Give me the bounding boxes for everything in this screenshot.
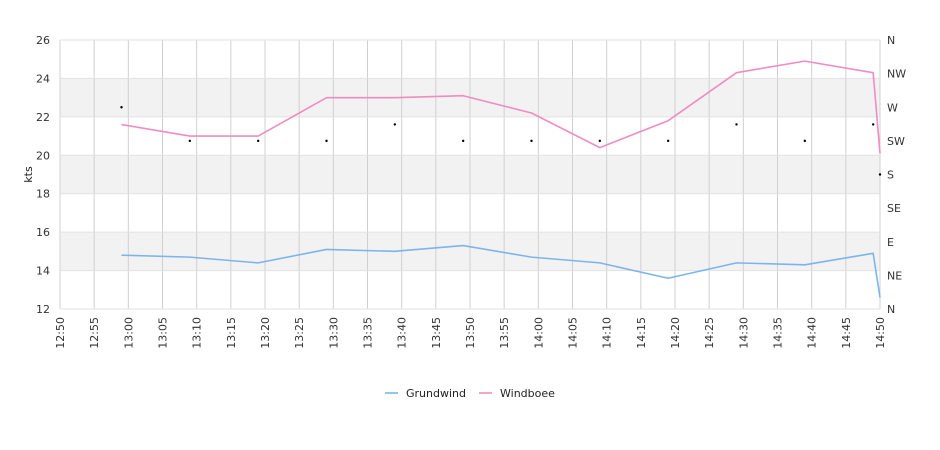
direction-point — [871, 123, 875, 126]
x-tick-label: 12:55 — [88, 317, 101, 349]
y-tick-label: 20 — [36, 149, 50, 162]
right-tick-label: E — [887, 236, 894, 249]
right-tick-label: N — [887, 303, 895, 316]
series-lines — [121, 60, 881, 298]
legend-label: Windboee — [500, 387, 555, 400]
x-tick-label: 14:00 — [532, 317, 545, 349]
direction-point — [393, 123, 397, 126]
right-tick-label: N — [887, 34, 895, 47]
x-tick-label: 13:40 — [396, 317, 409, 349]
x-tick-label: 14:30 — [737, 317, 750, 349]
legend-item-windboee[interactable]: Windboee — [479, 387, 555, 400]
direction-point — [120, 106, 123, 109]
x-tick-label: 14:05 — [567, 317, 580, 349]
right-tick-label: SW — [887, 135, 905, 148]
x-tick-label: 13:05 — [157, 317, 170, 349]
right-tick-label: S — [887, 169, 894, 182]
right-tick-label: SE — [887, 202, 901, 215]
grundwind-line — [121, 244, 881, 298]
direction-point — [325, 139, 328, 143]
y-tick-label: 22 — [36, 111, 50, 124]
x-tick-label: 13:00 — [122, 317, 135, 349]
left-axis-ticks: 12 14 16 18 20 22 24 26 — [36, 34, 50, 316]
x-tick-label: 13:15 — [225, 317, 238, 349]
x-tick-label: 13:55 — [498, 317, 511, 349]
y-tick-label: 18 — [36, 188, 50, 201]
direction-point — [666, 139, 670, 143]
x-tick-label: 13:10 — [191, 317, 204, 349]
direction-point — [461, 139, 465, 143]
x-tick-label: 14:20 — [669, 317, 682, 349]
x-tick-label: 13:45 — [430, 317, 443, 349]
right-tick-label: NW — [887, 68, 906, 81]
y-tick-label: 14 — [36, 265, 50, 278]
direction-points — [120, 106, 882, 176]
x-tick-label: 14:10 — [601, 317, 614, 349]
right-axis-ticks: N NW W SW S SE E NE N — [887, 34, 906, 316]
y-axis-label: kts — [22, 166, 35, 183]
x-gridlines — [59, 40, 881, 309]
direction-point — [878, 173, 882, 176]
x-tick-label: 12:50 — [54, 317, 67, 349]
x-tick-label: 14:25 — [703, 317, 716, 349]
y-tick-label: 26 — [36, 34, 50, 47]
direction-point — [803, 139, 807, 143]
direction-point — [735, 123, 738, 126]
x-tick-label: 13:50 — [464, 317, 477, 349]
x-tick-label: 13:30 — [327, 317, 340, 349]
x-tick-label: 14:45 — [840, 317, 853, 349]
x-tick-label: 13:25 — [293, 317, 306, 349]
x-tick-label: 13:20 — [259, 317, 272, 349]
x-tick-label: 13:35 — [362, 317, 375, 349]
x-tick-label: 14:40 — [806, 317, 819, 349]
y-tick-label: 16 — [36, 226, 50, 239]
legend[interactable]: Grundwind Windboee — [385, 387, 555, 400]
x-tick-label: 14:15 — [635, 317, 648, 349]
x-tick-label: 14:50 — [874, 317, 887, 349]
direction-point — [530, 139, 533, 143]
windboee-line — [121, 60, 881, 154]
direction-point — [188, 139, 192, 143]
legend-item-grundwind[interactable]: Grundwind — [385, 387, 466, 400]
y-tick-label: 12 — [36, 303, 50, 316]
y-tick-label: 24 — [36, 72, 50, 85]
legend-label: Grundwind — [406, 387, 466, 400]
x-tick-label: 14:35 — [772, 317, 785, 349]
direction-point — [256, 139, 260, 143]
x-axis-ticks: 12:50 12:55 13:00 13:05 13:10 13:15 13:20 13:25… — [54, 317, 887, 349]
y-gridlines — [60, 39, 880, 310]
direction-point — [598, 139, 602, 143]
right-tick-label: NE — [887, 269, 902, 282]
right-tick-label: W — [887, 101, 898, 114]
